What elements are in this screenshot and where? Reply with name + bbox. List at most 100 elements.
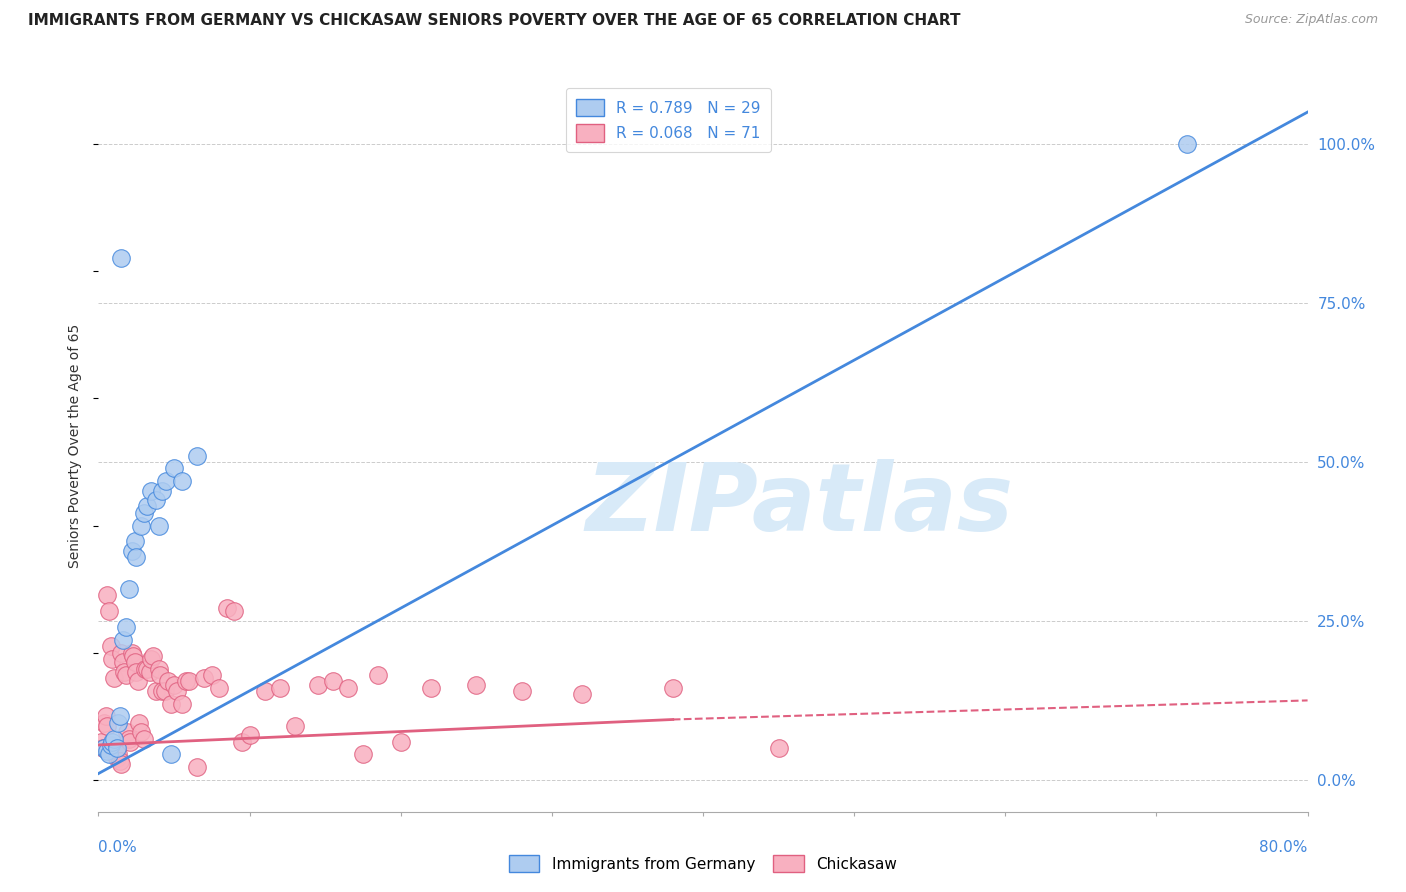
Point	[336, 681, 359, 695]
Point	[367, 668, 389, 682]
Point	[118, 582, 141, 596]
Point	[125, 665, 148, 679]
Point	[124, 655, 146, 669]
Point	[103, 741, 125, 756]
Point	[124, 534, 146, 549]
Point	[132, 506, 155, 520]
Point	[112, 665, 135, 679]
Point	[98, 747, 121, 762]
Point	[231, 735, 253, 749]
Point	[163, 677, 186, 691]
Point	[96, 589, 118, 603]
Point	[103, 731, 125, 746]
Point	[134, 662, 156, 676]
Point	[114, 620, 136, 634]
Text: 0.0%: 0.0%	[98, 840, 138, 855]
Point	[420, 681, 443, 695]
Point	[94, 709, 117, 723]
Point	[118, 731, 141, 746]
Point	[132, 731, 155, 746]
Point	[322, 674, 344, 689]
Point	[101, 652, 124, 666]
Y-axis label: Seniors Poverty Over the Age of 65: Seniors Poverty Over the Age of 65	[69, 324, 83, 568]
Point	[166, 684, 188, 698]
Text: ZIPatlas: ZIPatlas	[586, 458, 1014, 550]
Point	[121, 544, 143, 558]
Point	[111, 655, 134, 669]
Point	[145, 493, 167, 508]
Point	[110, 757, 132, 772]
Point	[125, 550, 148, 565]
Point	[239, 728, 262, 742]
Point	[110, 646, 132, 660]
Point	[114, 668, 136, 682]
Point	[103, 671, 125, 685]
Point	[129, 725, 152, 739]
Point	[571, 687, 593, 701]
Point	[107, 747, 129, 762]
Point	[128, 715, 150, 730]
Point	[150, 483, 173, 498]
Point	[170, 474, 193, 488]
Point	[120, 735, 142, 749]
Point	[149, 668, 172, 682]
Point	[307, 677, 329, 691]
Point	[174, 674, 197, 689]
Point	[155, 474, 177, 488]
Point	[1175, 136, 1198, 151]
Point	[145, 684, 167, 698]
Point	[465, 677, 488, 691]
Point	[148, 518, 170, 533]
Point	[269, 681, 291, 695]
Point	[96, 744, 118, 758]
Point	[105, 750, 128, 764]
Point	[105, 741, 128, 756]
Point	[93, 715, 115, 730]
Point	[141, 652, 163, 666]
Point	[253, 684, 276, 698]
Point	[91, 741, 114, 756]
Point	[208, 681, 231, 695]
Point	[142, 648, 165, 663]
Point	[170, 697, 193, 711]
Legend: R = 0.789   N = 29, R = 0.068   N = 71: R = 0.789 N = 29, R = 0.068 N = 71	[565, 88, 770, 153]
Point	[224, 604, 246, 618]
Point	[179, 674, 201, 689]
Point	[135, 662, 157, 676]
Point	[662, 681, 685, 695]
Point	[141, 483, 163, 498]
Point	[96, 719, 118, 733]
Point	[122, 648, 145, 663]
Point	[186, 449, 208, 463]
Point	[129, 518, 152, 533]
Point	[284, 719, 307, 733]
Point	[121, 646, 143, 660]
Point	[127, 674, 149, 689]
Point	[115, 725, 138, 739]
Point	[100, 640, 122, 654]
Point	[150, 684, 173, 698]
Text: IMMIGRANTS FROM GERMANY VS CHICKASAW SENIORS POVERTY OVER THE AGE OF 65 CORRELAT: IMMIGRANTS FROM GERMANY VS CHICKASAW SEN…	[28, 13, 960, 29]
Point	[139, 665, 162, 679]
Point	[90, 735, 112, 749]
Point	[160, 747, 183, 762]
Point	[201, 668, 224, 682]
Point	[156, 674, 179, 689]
Point	[352, 747, 374, 762]
Point	[111, 632, 134, 647]
Point	[110, 252, 132, 266]
Point	[193, 671, 215, 685]
Point	[107, 715, 129, 730]
Point	[389, 735, 412, 749]
Point	[100, 738, 122, 752]
Point	[153, 684, 176, 698]
Point	[135, 500, 157, 514]
Point	[101, 735, 124, 749]
Point	[186, 760, 208, 774]
Point	[510, 684, 533, 698]
Point	[215, 601, 238, 615]
Point	[98, 604, 121, 618]
Point	[163, 461, 186, 475]
Text: 80.0%: 80.0%	[1260, 840, 1308, 855]
Legend: Immigrants from Germany, Chickasaw: Immigrants from Germany, Chickasaw	[502, 847, 904, 880]
